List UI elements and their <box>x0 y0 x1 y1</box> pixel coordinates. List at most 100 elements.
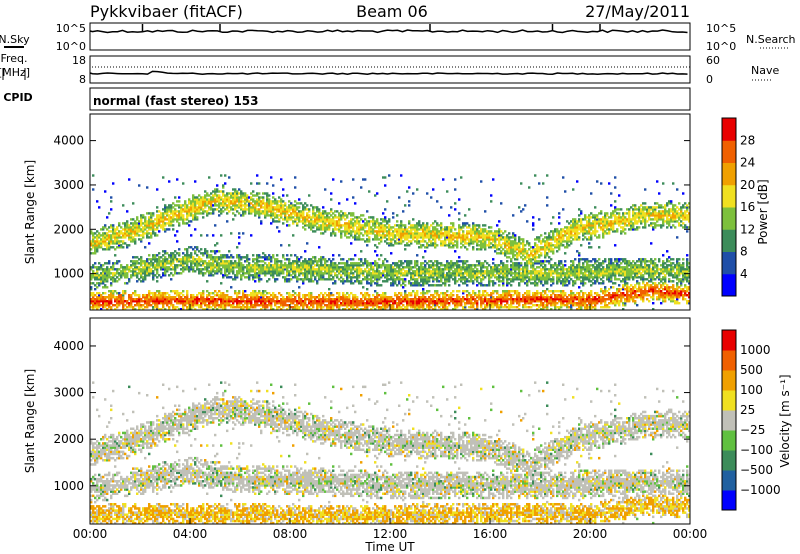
power-cell <box>454 274 457 277</box>
power-cell <box>364 270 367 273</box>
power-cell <box>140 268 143 271</box>
power-cell <box>144 274 147 277</box>
power-cell <box>480 280 483 283</box>
power-cell <box>408 226 411 229</box>
power-cell <box>204 198 207 201</box>
power-cell <box>420 240 423 243</box>
power-cell <box>434 302 437 305</box>
power-cell <box>408 304 411 307</box>
power-cell <box>232 306 235 309</box>
power-cell <box>368 262 371 265</box>
power-cell <box>212 264 215 267</box>
power-cell <box>340 304 343 307</box>
power-cell <box>398 264 401 267</box>
power-cell <box>200 298 203 301</box>
power-cell <box>142 236 145 239</box>
power-cell <box>472 272 475 275</box>
power-cell <box>104 296 107 299</box>
power-cell <box>172 306 175 309</box>
power-cell <box>114 304 117 307</box>
power-cell <box>218 256 221 259</box>
power-cell <box>378 300 381 303</box>
power-cell <box>260 294 263 297</box>
power-cell <box>186 290 189 293</box>
power-cell <box>158 216 161 219</box>
power-cell <box>358 222 361 225</box>
power-cell <box>116 232 119 235</box>
power-cell <box>158 258 161 261</box>
power-cell <box>364 302 367 305</box>
power-cell <box>422 230 425 233</box>
power-cell <box>188 266 191 269</box>
power-cell <box>180 268 183 271</box>
power-cell <box>232 300 235 303</box>
power-cell <box>376 280 379 283</box>
power-cell <box>92 296 95 299</box>
power-cell <box>98 282 101 285</box>
power-cell <box>402 274 405 277</box>
power-cell <box>96 248 99 251</box>
power-cell <box>316 280 319 283</box>
power-cell <box>192 260 195 263</box>
power-cell <box>260 300 263 303</box>
power-cell <box>228 204 231 207</box>
power-cell <box>390 284 393 287</box>
power-cell <box>226 204 229 207</box>
power-cell <box>318 294 321 297</box>
power-cell <box>174 208 177 211</box>
power-cell <box>246 306 249 309</box>
power-cell <box>368 238 371 241</box>
power-cell <box>370 228 373 231</box>
power-cell <box>254 298 257 301</box>
power-cell <box>354 300 357 303</box>
power-cell <box>436 264 439 267</box>
power-cell <box>188 198 191 201</box>
power-cell <box>356 232 359 235</box>
power-cell <box>354 234 357 237</box>
power-cell <box>376 272 379 275</box>
power-cell <box>452 264 455 267</box>
power-cell <box>176 292 179 295</box>
power-cell <box>372 230 375 233</box>
power-cell <box>428 230 431 233</box>
power-cell <box>122 204 125 207</box>
power-cell <box>106 276 109 279</box>
power-cell <box>196 208 199 211</box>
power-cell <box>432 272 435 275</box>
power-cell <box>280 264 283 267</box>
power-cell <box>138 294 141 297</box>
power-cell <box>458 284 461 287</box>
power-cell <box>458 230 461 233</box>
power-cell <box>360 272 363 275</box>
power-cell <box>190 212 193 215</box>
power-cell <box>138 262 141 265</box>
power-cell <box>460 234 463 237</box>
power-cell <box>276 300 279 303</box>
power-cell <box>138 268 141 271</box>
power-cell <box>236 304 239 307</box>
power-cell <box>286 300 289 303</box>
power-cell <box>212 194 215 197</box>
power-cell <box>106 216 109 219</box>
power-cell <box>294 208 297 211</box>
power-cell <box>310 220 313 223</box>
power-cell <box>162 260 165 263</box>
power-cell <box>346 302 349 305</box>
power-cell <box>118 244 121 247</box>
power-cell <box>348 268 351 271</box>
power-cell <box>370 276 373 279</box>
power-cell <box>458 272 461 275</box>
power-cell <box>376 236 379 239</box>
power-cell <box>178 248 181 251</box>
power-cell <box>406 296 409 299</box>
power-cell <box>354 262 357 265</box>
power-cell <box>192 198 195 201</box>
power-cell <box>418 282 421 285</box>
power-cell <box>222 294 225 297</box>
power-cell <box>92 294 95 297</box>
power-cell <box>410 302 413 305</box>
power-cell <box>262 206 265 209</box>
power-cell <box>252 278 255 281</box>
power-cell <box>118 232 121 235</box>
power-cell <box>206 256 209 259</box>
